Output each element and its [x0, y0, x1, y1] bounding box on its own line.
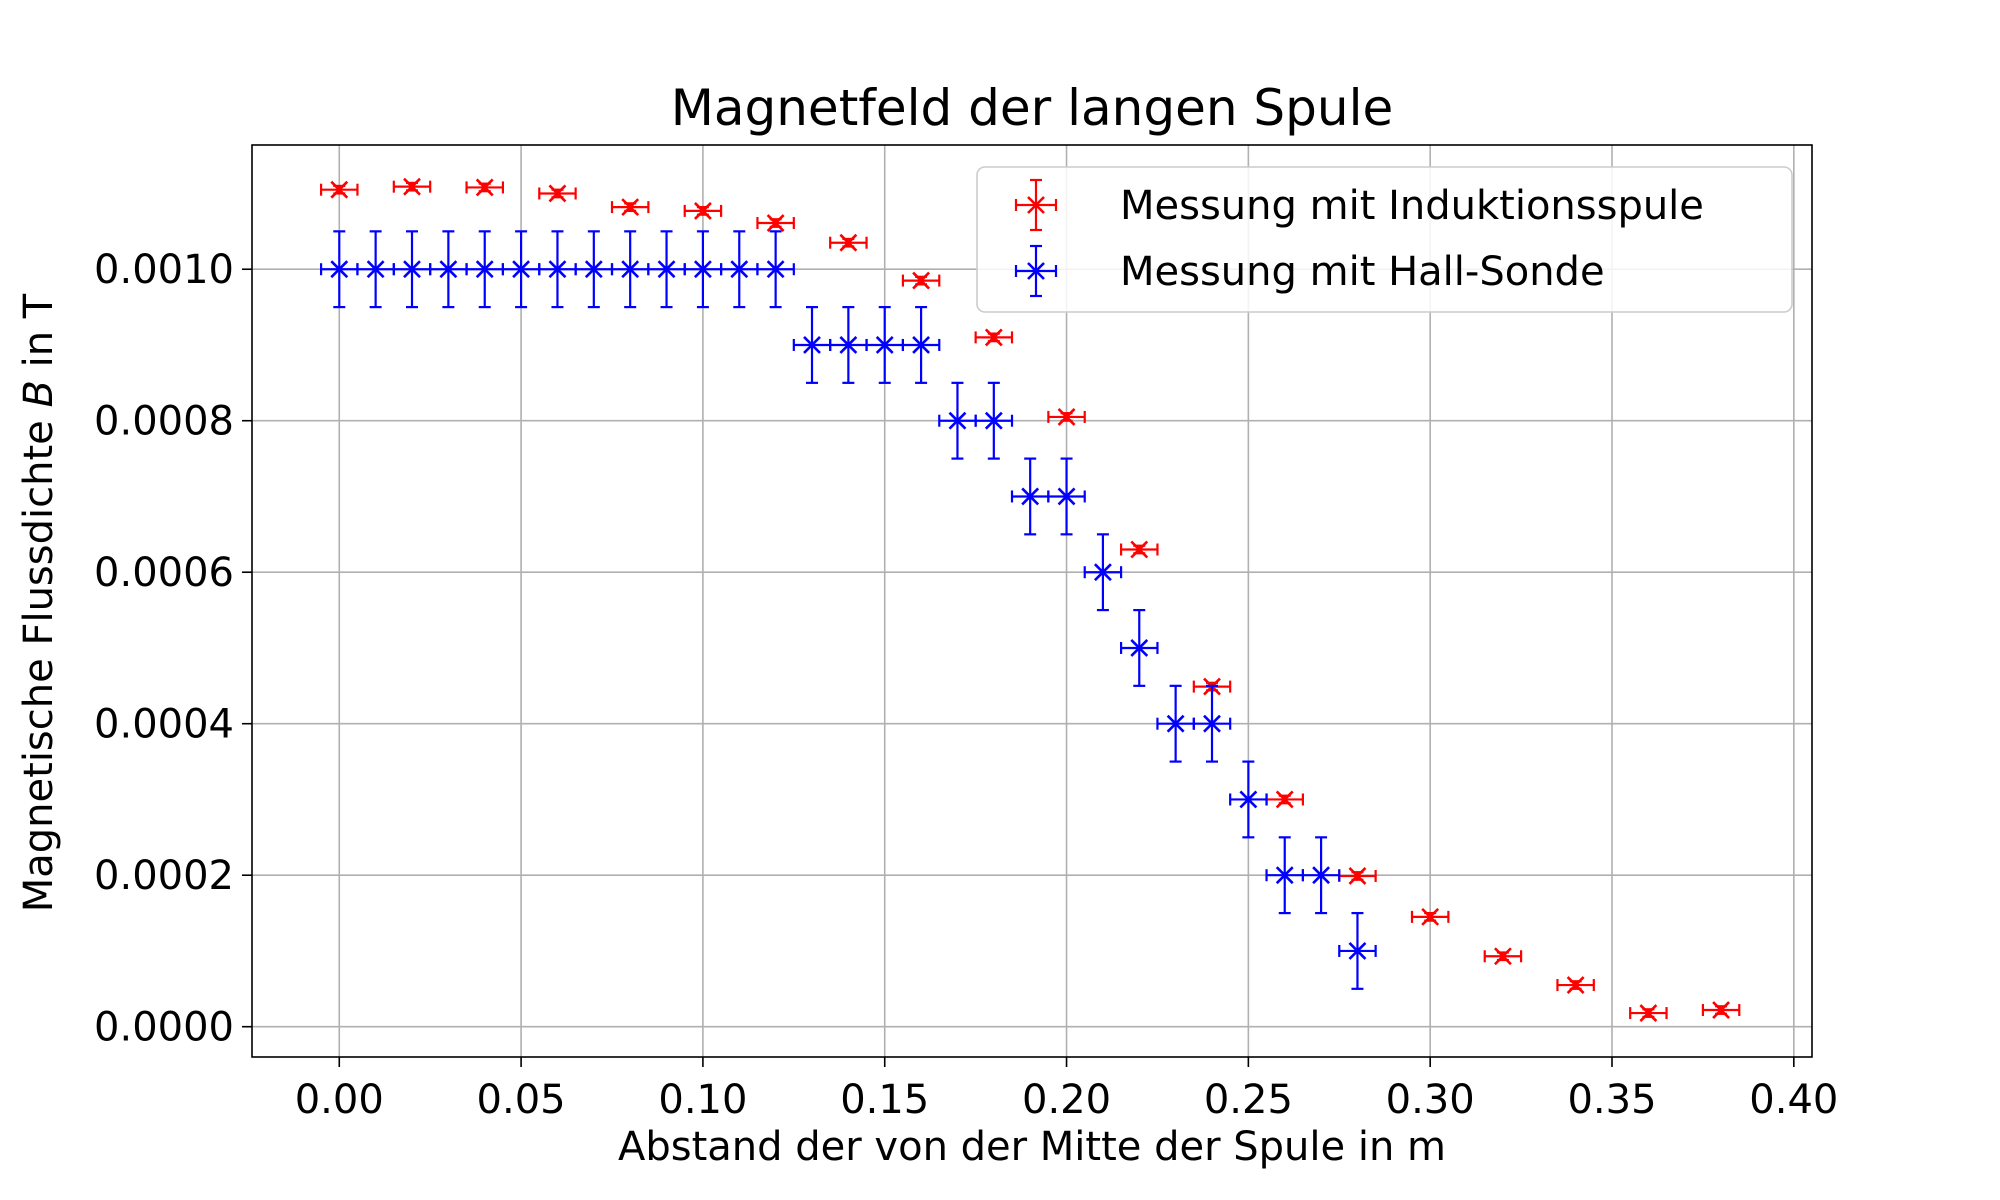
data-point: [974, 328, 1014, 347]
y-axis-label-symbol: B: [16, 380, 62, 407]
series-2: [319, 230, 1377, 990]
data-point: [938, 381, 977, 460]
data-point: [1483, 947, 1523, 966]
y-tick-label: 0.0010: [94, 247, 234, 293]
data-point: [647, 230, 686, 309]
data-point: [1119, 608, 1159, 687]
data-point: [1629, 1004, 1668, 1022]
data-point: [392, 177, 432, 196]
data-point: [574, 230, 614, 309]
data-point: [1338, 911, 1377, 990]
ticks: 0.00 0.05 0.10 0.15 0.20 0.25 0.30 0.35 0.40 0.00…: [94, 247, 1838, 1123]
x-tick-label: 0.15: [840, 1077, 929, 1123]
data-point: [683, 201, 723, 220]
data-point: [865, 305, 905, 384]
x-tick-label: 0.35: [1567, 1077, 1656, 1123]
legend-entries: Messung mit Induktionsspule Messung mit H…: [1014, 178, 1704, 298]
y-tick-label: 0.0000: [94, 1005, 234, 1051]
data-point: [901, 271, 941, 290]
data-point: [1156, 684, 1195, 763]
y-tick-label: 0.0004: [94, 702, 234, 748]
chart-title: Magnetfeld der langen Spule: [671, 79, 1394, 137]
data-point: [901, 305, 941, 384]
data-point: [792, 305, 832, 384]
data-point: [538, 184, 577, 203]
legend-entry-1: Messung mit Induktionsspule: [1014, 178, 1704, 232]
data-point: [1010, 457, 1050, 536]
data-point: [756, 214, 795, 232]
x-tick-label: 0.40: [1749, 1077, 1838, 1123]
data-point: [1119, 540, 1159, 559]
legend: Messung mit Induktionsspule Messung mit H…: [976, 166, 1793, 313]
data-point: [356, 230, 395, 309]
legend-label: Messung mit Induktionsspule: [1120, 183, 1704, 229]
data-point: [1047, 457, 1086, 536]
y-axis-label-prefix: Magnetische Flussdichte: [16, 408, 62, 913]
y-axis-label: Magnetische Flussdichte B in T: [16, 293, 62, 912]
data-point: [319, 180, 359, 199]
x-tick-label: 0.30: [1386, 1077, 1475, 1123]
data-point: [1410, 907, 1450, 926]
x-tick-label: 0.25: [1204, 1077, 1293, 1123]
data-point: [756, 230, 795, 309]
plot-frame: [251, 144, 1813, 1058]
x-tick-label: 0.10: [658, 1077, 747, 1123]
legend-box: [976, 166, 1793, 313]
data-point: [1192, 684, 1232, 763]
legend-entry-2: Messung mit Hall-Sonde: [1014, 244, 1605, 298]
series-layer: [319, 177, 1741, 1022]
y-axis-label-suffix: in T: [16, 293, 62, 380]
data-point: [1556, 976, 1595, 994]
data-point: [1301, 836, 1341, 915]
x-axis-label: Abstand der von der Mitte der Spule in m: [618, 1124, 1446, 1170]
data-point: [465, 178, 505, 197]
data-point: [465, 230, 505, 309]
data-point: [974, 381, 1014, 460]
data-point: [610, 198, 650, 217]
y-tick-label: 0.0002: [94, 853, 234, 899]
y-tick-label: 0.0006: [94, 550, 234, 596]
x-tick-label: 0.20: [1022, 1077, 1111, 1123]
data-point: [610, 230, 650, 309]
legend-label: Messung mit Hall-Sonde: [1120, 249, 1605, 295]
data-point: [829, 305, 868, 384]
data-point: [829, 233, 868, 252]
data-point: [1083, 533, 1123, 612]
x-tick-label: 0.05: [477, 1077, 566, 1123]
data-point: [1265, 836, 1305, 915]
y-tick-label: 0.0008: [94, 399, 234, 445]
data-point: [1047, 408, 1086, 426]
data-point: [1229, 760, 1268, 839]
x-tick-label: 0.00: [295, 1077, 384, 1123]
data-point: [1701, 1001, 1741, 1019]
